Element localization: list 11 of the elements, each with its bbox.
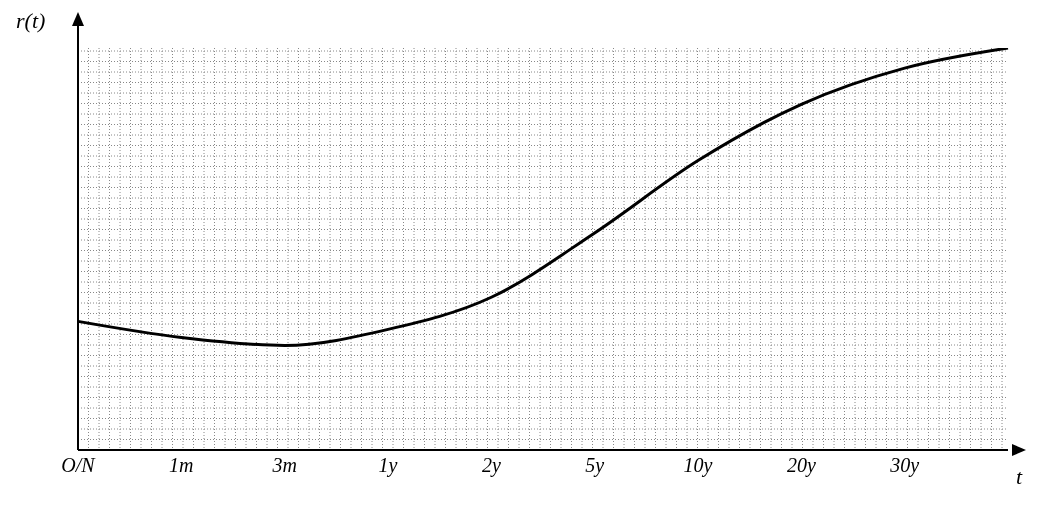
x-axis-title: t	[1016, 464, 1023, 490]
x-tick-label: 30y	[889, 454, 920, 478]
x-tick-label: 10y	[683, 454, 713, 478]
x-tick-label: 20y	[786, 454, 816, 478]
x-tick-label: 5y	[585, 454, 605, 478]
y-axis-title: r(t)	[16, 8, 46, 34]
x-tick-label: 2y	[481, 454, 501, 478]
x-tick-label: 1m	[169, 454, 194, 477]
x-tick-label: 3m	[271, 454, 297, 477]
x-tick-label: 1y	[378, 454, 398, 478]
x-tick-label: O/N	[61, 454, 97, 477]
